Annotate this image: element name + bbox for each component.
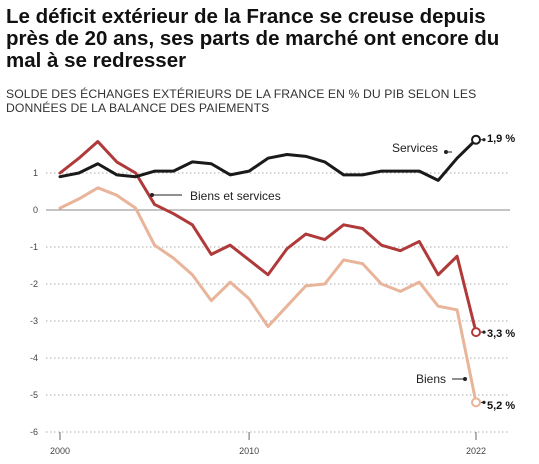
series-end-marker: [471, 397, 481, 408]
series-label: Biens et services: [190, 189, 281, 203]
end-label-dot: [482, 400, 486, 404]
series-end-marker: [471, 134, 481, 145]
y-tick-label: 0: [33, 205, 38, 215]
chart-title: Le déficit extérieur de la France se cre…: [6, 5, 500, 72]
y-tick-label: -5: [30, 390, 38, 400]
series-label: Biens: [416, 372, 446, 386]
chart-subtitle: SOLDE DES ÉCHANGES EXTÉRIEURS DE LA FRAN…: [6, 87, 477, 115]
y-tick-label: 1: [33, 168, 38, 178]
end-label-dot: [482, 138, 486, 142]
y-tick-label: -3: [30, 316, 38, 326]
y-tick-label: -4: [30, 353, 38, 363]
end-value-label: 5,2 %: [487, 400, 515, 412]
series-line-biens: [58, 186, 478, 404]
end-label-dot: [482, 330, 486, 334]
series-label: Services: [392, 141, 438, 155]
y-tick-label: -6: [30, 427, 38, 437]
x-tick-label: 2022: [466, 446, 486, 456]
label-dot: [444, 150, 448, 154]
series-line-biens-et-services: [58, 140, 478, 334]
y-tick-label: -1: [30, 242, 38, 252]
series-line-services: [58, 138, 478, 182]
end-value-label: 3,3 %: [487, 328, 515, 340]
end-value-label: 1,9 %: [487, 133, 515, 145]
series-end-marker: [471, 327, 481, 338]
x-tick-label: 2000: [50, 446, 70, 456]
label-dot: [150, 193, 154, 197]
label-dot: [463, 377, 467, 381]
x-tick-label: 2010: [239, 446, 259, 456]
y-tick-label: -2: [30, 279, 38, 289]
